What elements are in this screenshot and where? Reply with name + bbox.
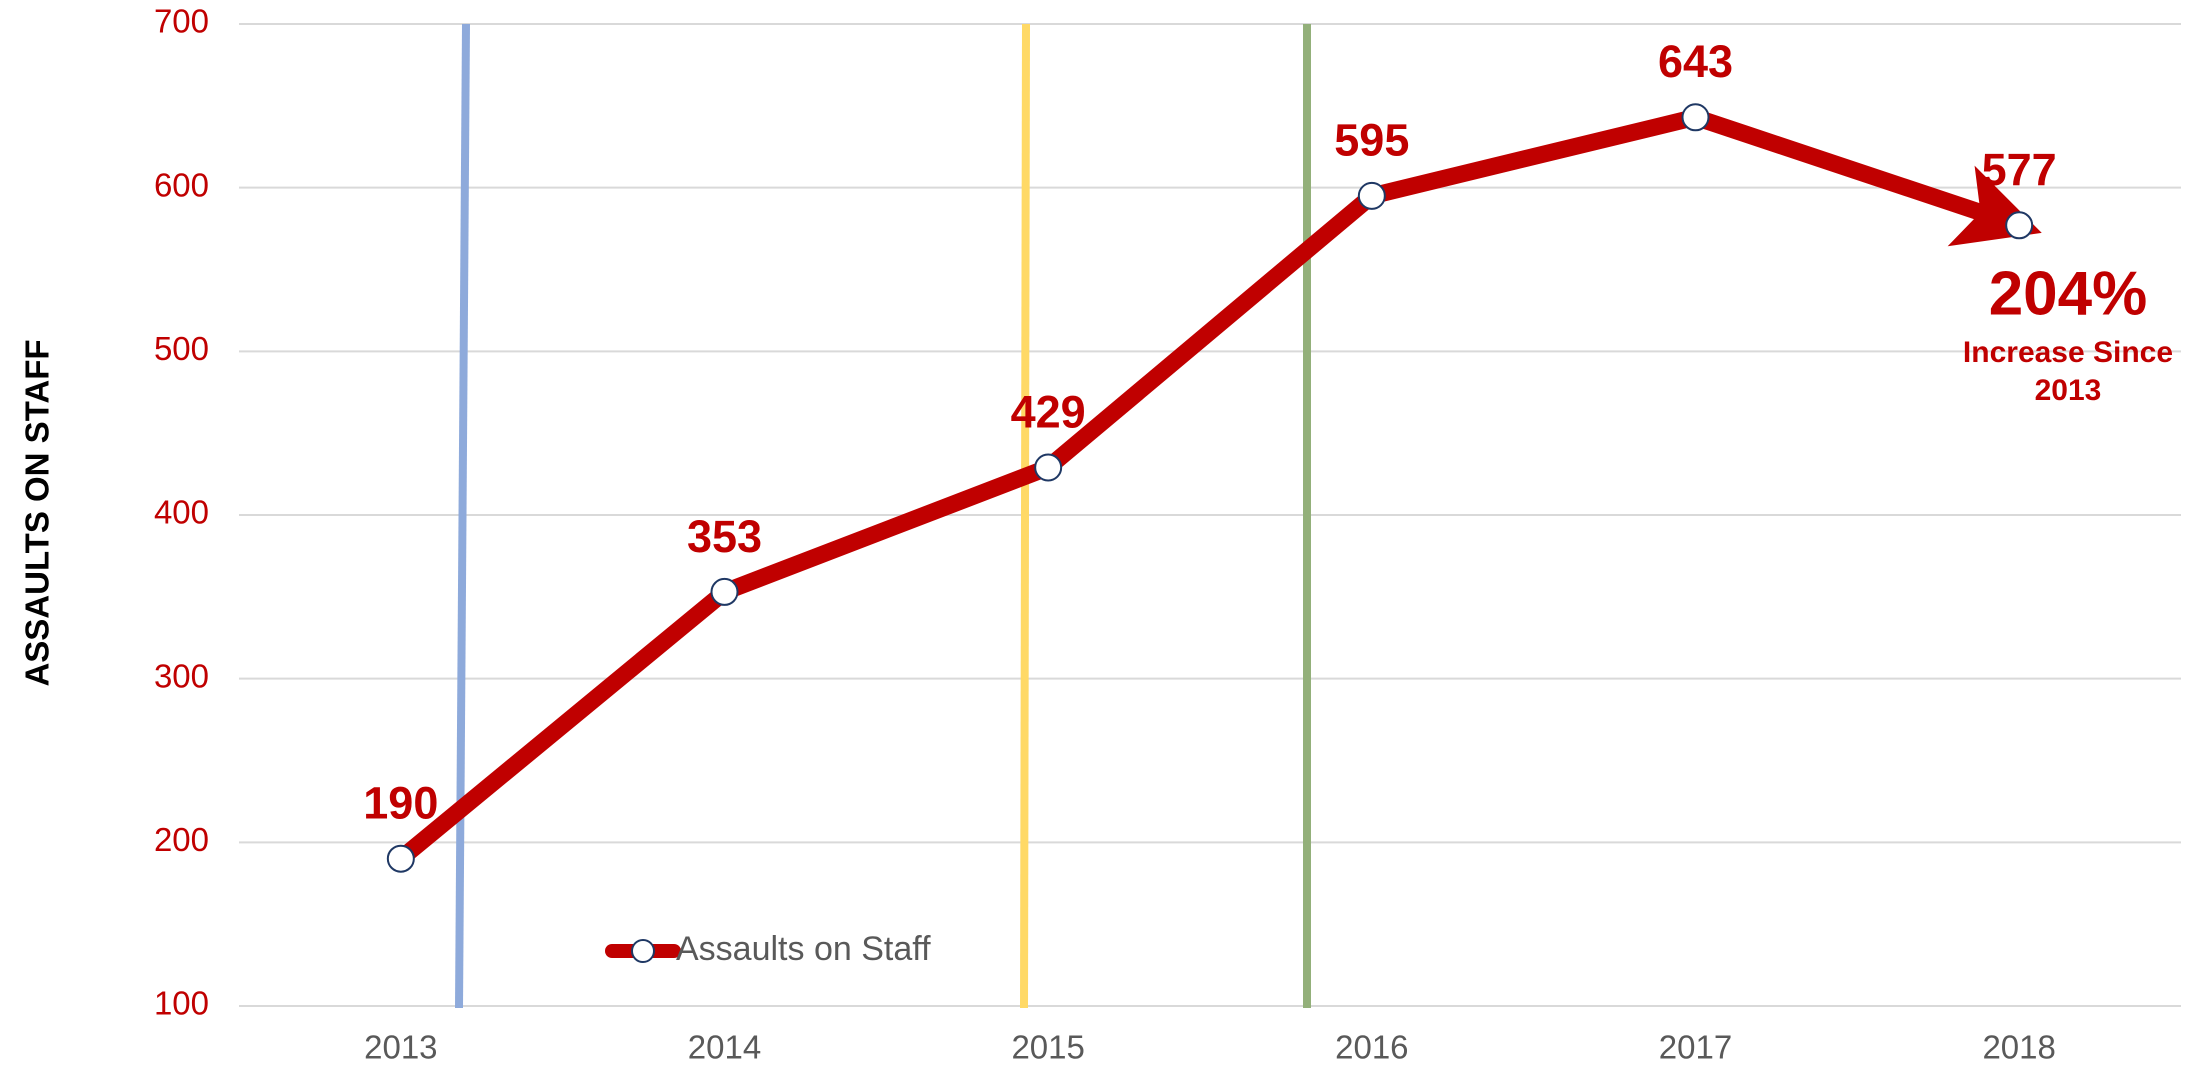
x-tick-label: 2016 xyxy=(1335,1029,1408,1066)
point-marker xyxy=(710,577,739,606)
point-marker xyxy=(2005,211,2034,240)
legend-marker xyxy=(631,939,655,963)
x-tick-label: 2014 xyxy=(688,1029,761,1066)
data-label: 643 xyxy=(1658,36,1733,87)
x-tick-label: 2015 xyxy=(1011,1029,1084,1066)
data-label: 577 xyxy=(1982,144,2057,195)
point-marker xyxy=(1357,181,1386,210)
annotation-value: 204% xyxy=(1989,259,2148,328)
point-marker xyxy=(1681,103,1710,132)
period-line xyxy=(455,23,470,1009)
data-label: 190 xyxy=(363,778,438,829)
grid-layer xyxy=(239,23,2181,1007)
x-tick-label: 2017 xyxy=(1659,1029,1732,1066)
y-tick-label: 200 xyxy=(154,821,209,858)
y-tick-label: 600 xyxy=(154,166,209,203)
y-tick-label: 500 xyxy=(154,330,209,367)
y-tick-label: 400 xyxy=(154,494,209,531)
data-label: 429 xyxy=(1011,386,1086,437)
y-axis-title: ASSAULTS ON STAFF xyxy=(19,339,56,686)
x-tick-label: 2013 xyxy=(364,1029,437,1066)
legend-label: Assaults on Staff xyxy=(676,930,931,968)
annotation-text: Increase Since xyxy=(1963,336,2173,369)
y-tick-label: 700 xyxy=(154,3,209,40)
y-tick-label: 300 xyxy=(154,657,209,694)
point-marker xyxy=(1034,453,1063,482)
line-series xyxy=(395,108,2042,866)
data-label: 595 xyxy=(1334,115,1409,166)
period-line xyxy=(1020,23,1030,1009)
data-label: 353 xyxy=(687,511,762,562)
annotation-text: 2013 xyxy=(2035,374,2102,407)
point-marker xyxy=(386,844,415,873)
y-tick-label: 100 xyxy=(154,985,209,1022)
x-tick-label: 2018 xyxy=(1982,1029,2055,1066)
